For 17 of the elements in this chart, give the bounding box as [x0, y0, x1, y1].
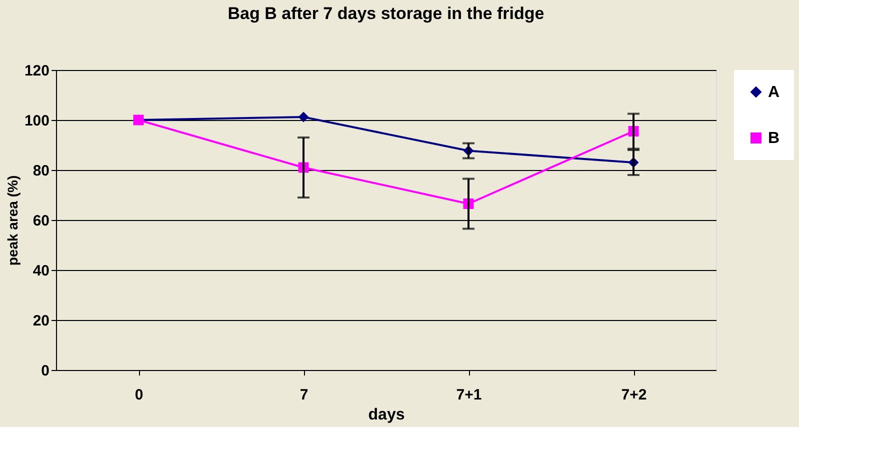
legend-label: B — [768, 130, 780, 147]
y-tick-label: 0 — [41, 362, 50, 380]
y-tick-label: 60 — [32, 212, 50, 230]
legend-label: A — [768, 84, 780, 101]
y-tick-label: 20 — [32, 312, 50, 330]
y-tick-label: 100 — [24, 112, 50, 130]
x-tick-label: 0 — [134, 386, 144, 404]
y-tick-label: 40 — [32, 262, 50, 280]
y-tick-label: 80 — [32, 162, 50, 180]
y-axis-title: peak area (%) — [4, 175, 20, 266]
x-tick-label: 7 — [300, 386, 308, 404]
x-tick-label: 7+1 — [456, 386, 482, 404]
y-tick-label: 120 — [24, 62, 50, 80]
point — [298, 112, 309, 122]
x-tick-label: 7+2 — [621, 386, 647, 404]
x-axis-title: days — [368, 406, 405, 424]
chart-title: Bag B after 7 days storage in the fridge — [228, 4, 544, 23]
